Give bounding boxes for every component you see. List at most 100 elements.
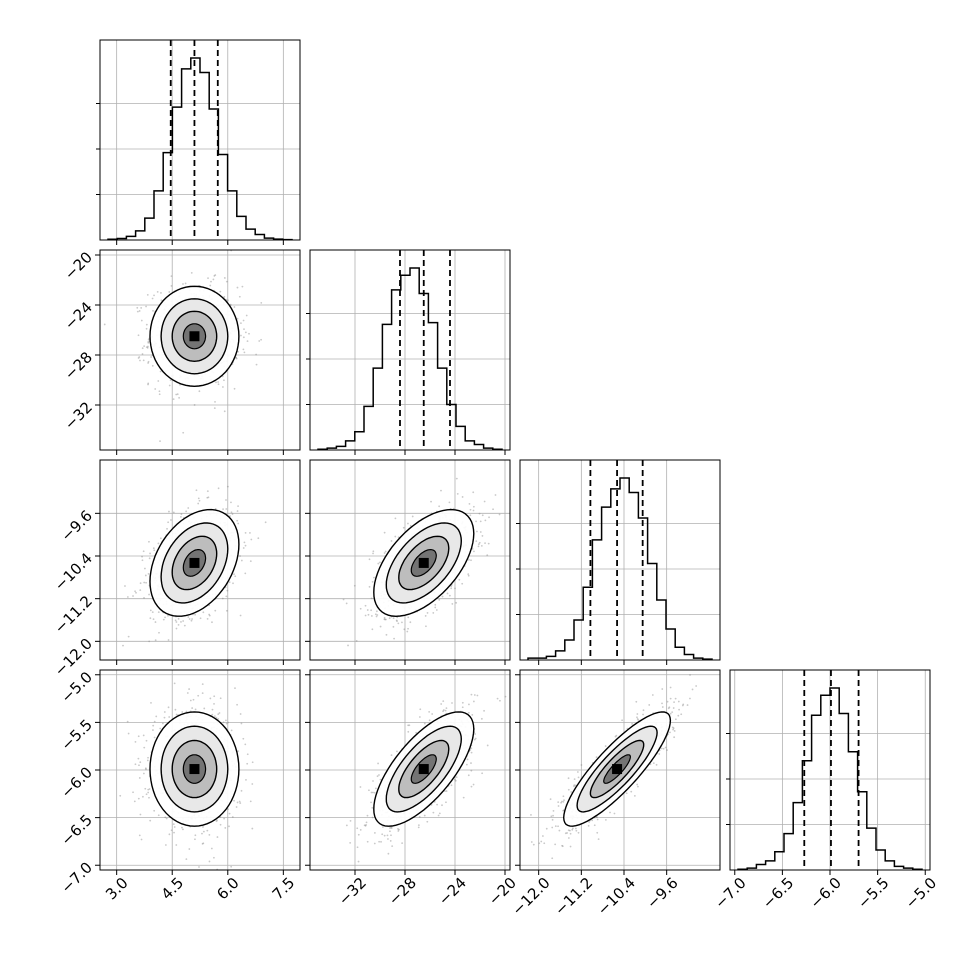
grid (520, 460, 720, 660)
scatter-point (136, 310, 139, 313)
scatter-point (672, 728, 675, 731)
x-tick-label: 3.0 (102, 874, 132, 904)
scatter-point (192, 698, 195, 701)
scatter-point (234, 687, 236, 690)
scatter-point (187, 507, 190, 509)
scatter-point (223, 410, 226, 413)
scatter-point (202, 842, 205, 845)
scatter-point (225, 609, 228, 612)
scatter-point (213, 715, 216, 718)
scatter-point (147, 362, 149, 364)
scatter-point (235, 357, 238, 360)
scatter-point (202, 611, 205, 614)
scatter-point (394, 535, 397, 538)
scatter-point (389, 830, 391, 833)
scatter-point (165, 817, 168, 820)
scatter-point (167, 614, 169, 617)
scatter-point (434, 606, 437, 609)
scatter-point (155, 715, 158, 718)
scatter-point (158, 393, 161, 396)
scatter-point (188, 688, 191, 690)
scatter-point (193, 404, 196, 406)
scatter-point (445, 801, 447, 804)
scatter-point (440, 489, 442, 492)
scatter-point (389, 840, 392, 842)
scatter-point (173, 831, 175, 834)
scatter-point (209, 697, 212, 700)
scatter-point (141, 347, 144, 350)
scatter-point (228, 812, 231, 815)
scatter-point (175, 393, 178, 396)
scatter-point (370, 615, 373, 617)
scatter-point (191, 618, 193, 620)
scatter-point (230, 511, 233, 514)
scatter-point (251, 761, 254, 764)
scatter-point (147, 572, 150, 575)
scatter-point (249, 800, 252, 803)
scatter-point (403, 628, 406, 631)
scatter-point (674, 697, 677, 700)
scatter-point (243, 328, 245, 330)
scatter-point (342, 598, 345, 601)
scatter-point (143, 581, 146, 584)
scatter-point (442, 700, 445, 703)
scatter-point (472, 783, 475, 786)
scatter-point (461, 706, 464, 709)
scatter-point (147, 340, 150, 343)
scatter-point (229, 515, 231, 517)
scatter-point (390, 826, 392, 829)
density-layer (342, 477, 501, 647)
scatter-point (219, 823, 222, 826)
scatter-point (240, 789, 243, 792)
scatter-point (409, 524, 412, 527)
scatter-point (174, 619, 177, 622)
scatter-point (207, 496, 210, 499)
scatter-point (441, 804, 443, 807)
scatter-point (380, 840, 382, 843)
scatter-point (103, 323, 106, 326)
scatter-point (378, 774, 380, 776)
scatter-point (365, 821, 368, 824)
scatter-point (132, 595, 134, 597)
scatter-point (499, 699, 501, 702)
scatter-point (124, 585, 126, 587)
scatter-point (240, 322, 242, 325)
scatter-point (135, 591, 137, 594)
scatter-point (461, 496, 464, 498)
scatter-panel-4-1: 3.0 4.5 6.0 7.5−7.0−6.5−6.0−5.5−5.0 (58, 668, 301, 904)
scatter-point (244, 331, 247, 334)
y-tick-label: −12.0 (51, 635, 96, 680)
panel-frame (519, 459, 721, 661)
scatter-point (148, 796, 150, 799)
scatter-point (169, 379, 172, 382)
scatter-point (419, 708, 422, 711)
scatter-point (237, 505, 239, 508)
scatter-point (492, 508, 494, 511)
scatter-point (379, 625, 382, 628)
x-tick-label: −24 (435, 874, 470, 909)
scatter-point (145, 768, 147, 771)
scatter-point (233, 306, 236, 308)
scatter-point (469, 514, 472, 517)
scatter-point (126, 720, 129, 723)
scatter-point (225, 508, 228, 510)
scatter-point (249, 560, 252, 563)
x-tick-label: 6.0 (213, 874, 243, 904)
scatter-point (181, 711, 184, 713)
scatter-point (182, 431, 185, 434)
scatter-point (195, 489, 198, 492)
histogram-step (527, 477, 713, 660)
scatter-point (359, 828, 362, 831)
y-tick-label: −20 (61, 248, 96, 283)
density-layer (345, 693, 507, 863)
scatter-point (219, 697, 222, 700)
scatter-point (383, 616, 386, 619)
scatter-point (372, 780, 374, 782)
scatter-point (157, 814, 160, 817)
scatter-point (442, 709, 445, 711)
scatter-point (154, 388, 157, 390)
scatter-point (244, 572, 247, 575)
y-tick-label: −7.0 (58, 859, 96, 897)
scatter-point (372, 791, 374, 794)
scatter-point (215, 820, 218, 823)
